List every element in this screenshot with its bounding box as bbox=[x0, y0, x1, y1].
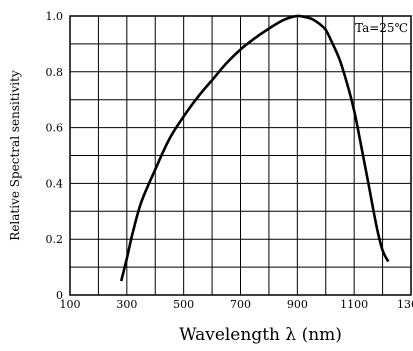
x-tick-label: 500 bbox=[173, 298, 194, 311]
y-tick-labels: 0 0.2 0.4 0.6 0.8 1.0 bbox=[46, 10, 64, 302]
plot-frame bbox=[69, 15, 412, 296]
y-tick-label: 0.4 bbox=[46, 177, 64, 190]
x-tick-label: 1100 bbox=[340, 298, 368, 311]
x-tick-label: 700 bbox=[230, 298, 251, 311]
y-tick-label: 0.6 bbox=[46, 122, 64, 135]
y-tick-label: 0.8 bbox=[46, 66, 64, 79]
y-tick-label: 0.2 bbox=[46, 233, 64, 246]
grid bbox=[70, 16, 411, 295]
x-tick-label: 900 bbox=[287, 298, 308, 311]
y-tick-label: 1.0 bbox=[46, 10, 64, 23]
sensitivity-curve bbox=[119, 14, 390, 282]
x-axis-label: Wavelength λ (nm) bbox=[179, 325, 342, 345]
temperature-annotation: Ta=25℃ bbox=[355, 21, 408, 35]
y-tick-label: 0 bbox=[56, 289, 63, 302]
y-axis-label: Relative Spectral sensitivity bbox=[8, 70, 22, 241]
x-tick-label: 100 bbox=[60, 298, 81, 311]
x-tick-label: 300 bbox=[116, 298, 137, 311]
